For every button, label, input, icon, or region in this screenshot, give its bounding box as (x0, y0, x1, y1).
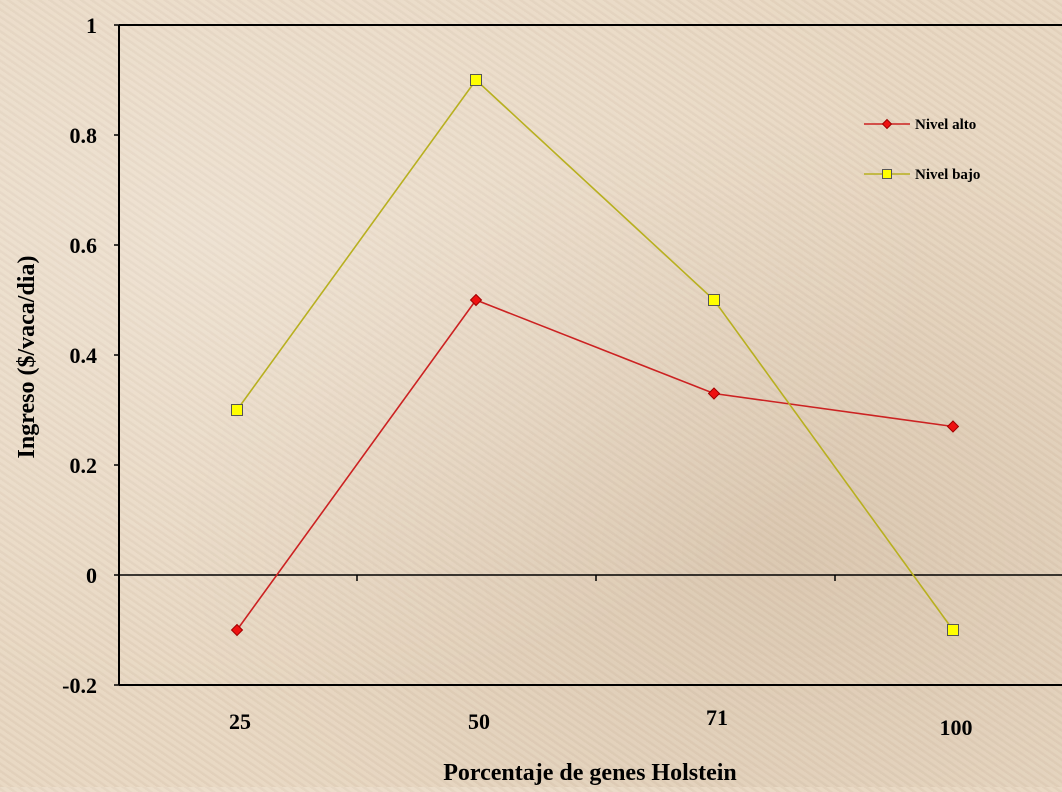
x-tick-label: 50 (468, 709, 490, 734)
y-tick-label: 0 (86, 563, 97, 588)
x-tick-label: 71 (706, 705, 728, 730)
legend: Nivel alto Nivel bajo (864, 117, 980, 183)
series-2 (231, 74, 959, 636)
data-point (469, 293, 483, 307)
legend-item: Nivel bajo (864, 167, 980, 183)
y-tick-label: 0.2 (70, 453, 98, 478)
legend-item: Nivel alto (864, 117, 976, 133)
data-point (708, 294, 720, 306)
series-line (236, 78, 954, 631)
data-point (470, 74, 482, 86)
series-1 (230, 293, 960, 637)
data-point (707, 387, 721, 400)
legend-marker (881, 118, 893, 130)
data-point (230, 623, 244, 637)
y-tick-label: 0.8 (70, 123, 98, 148)
y-tick-label: -0.2 (62, 673, 97, 698)
legend-marker (882, 169, 892, 179)
y-tick-label: 1 (86, 13, 97, 38)
data-point (946, 420, 960, 433)
x-axis-title: Porcentaje de genes Holstein (443, 760, 737, 786)
data-point (231, 404, 243, 416)
x-tick-label: 100 (940, 715, 973, 740)
y-tick-label: 0.4 (70, 343, 98, 368)
data-point (947, 624, 959, 636)
series-layer (230, 74, 960, 637)
x-tick-label: 25 (229, 709, 251, 734)
y-tick-label: 0.6 (70, 233, 98, 258)
y-axis-title: Ingreso ($/vaca/dia) (14, 256, 40, 459)
legend-label: Nivel alto (915, 117, 976, 133)
axes: -0.2 0 0.2 0.4 0.6 0.8 1 25 50 71 100 (62, 13, 1062, 740)
legend-label: Nivel bajo (915, 167, 980, 183)
series-line (236, 299, 954, 631)
